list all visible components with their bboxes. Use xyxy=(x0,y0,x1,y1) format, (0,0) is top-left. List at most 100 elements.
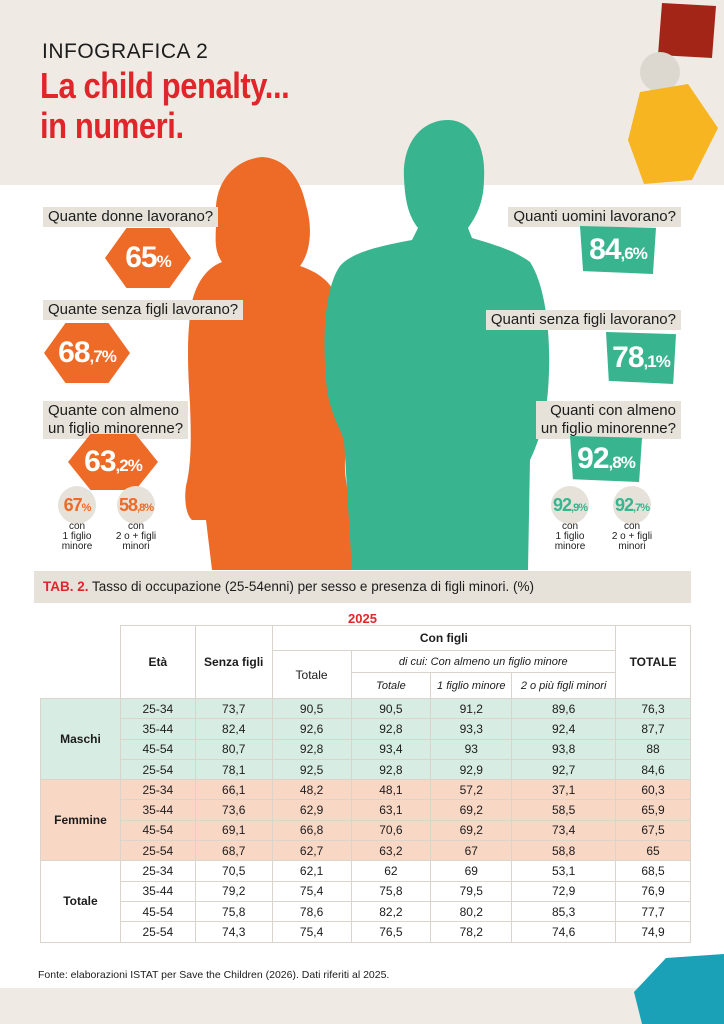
age-cell: 25-54 xyxy=(119,758,196,781)
value-cell: 87,7 xyxy=(615,718,691,740)
value-cell: 93,4 xyxy=(350,738,432,760)
header-totale: TOTALE xyxy=(615,625,691,699)
value-cell: 66,8 xyxy=(271,819,352,842)
table-row: 35-44 82,4 92,6 92,8 93,3 92,4 87,7 xyxy=(41,718,691,740)
value-cell: 72,9 xyxy=(511,880,617,902)
women-two-children-caption: con 2 o + figli minori xyxy=(115,521,157,552)
age-cell: 25-34 xyxy=(119,697,196,720)
value-cell: 74,3 xyxy=(194,921,273,943)
value-cell: 69,1 xyxy=(194,819,273,842)
value-cell: 92,6 xyxy=(271,718,352,740)
men-question-with-minor: Quanti con almeno un figlio minorenne? xyxy=(535,401,681,439)
value-cell: 90,5 xyxy=(350,697,432,720)
page-title: La child penalty... in numeri. xyxy=(40,65,290,146)
value-cell: 62,9 xyxy=(271,799,352,821)
value-cell: 78,2 xyxy=(430,921,513,943)
table-row: 25-54 74,3 75,4 76,5 78,2 74,6 74,9 xyxy=(41,921,691,943)
men-no-children-badge: 78,1% xyxy=(606,332,676,384)
age-cell: 45-54 xyxy=(119,819,196,842)
header-senza-figli: Senza figli xyxy=(194,625,273,699)
value-cell: 70,5 xyxy=(194,860,273,882)
footer-band xyxy=(0,988,724,1024)
value-cell: 68,5 xyxy=(615,860,691,882)
value-cell: 57,2 xyxy=(430,779,513,801)
value-cell: 75,4 xyxy=(271,921,352,943)
value-cell: 80,7 xyxy=(194,738,273,760)
header-di-cui: di cui: Con almeno un figlio minore xyxy=(350,650,617,673)
decorative-shapes xyxy=(628,3,718,184)
kicker: INFOGRAFICA 2 xyxy=(42,40,209,63)
women-with-minor-badge: 63,2% xyxy=(68,434,158,490)
header-eta: Età xyxy=(119,625,196,699)
value-cell: 70,6 xyxy=(350,819,432,842)
value-cell: 93 xyxy=(430,738,513,760)
women-no-children-badge: 68,7% xyxy=(44,323,130,383)
value-cell: 76,5 xyxy=(350,921,432,943)
table-row: 35-44 73,6 62,9 63,1 69,2 58,5 65,9 xyxy=(41,799,691,821)
value-cell: 76,3 xyxy=(615,697,691,720)
header-con-figli-totale: Totale xyxy=(271,650,352,699)
value-cell: 90,5 xyxy=(271,697,352,720)
value-cell: 92,8 xyxy=(350,758,432,781)
age-cell: 35-44 xyxy=(119,880,196,902)
value-cell: 67,5 xyxy=(615,819,691,842)
value-cell: 92,8 xyxy=(271,738,352,760)
value-cell: 92,7 xyxy=(511,758,617,781)
table-body: Maschi 25-34 73,7 90,5 90,5 91,2 89,6 76,3 35-44… xyxy=(40,697,691,943)
group-label: Femmine xyxy=(40,779,121,862)
age-cell: 25-34 xyxy=(119,860,196,882)
value-cell: 74,6 xyxy=(511,921,617,943)
value-cell: 77,7 xyxy=(615,900,691,923)
value-cell: 62,7 xyxy=(271,840,352,862)
value-cell: 63,2 xyxy=(350,840,432,862)
table-row: 45-54 69,1 66,8 70,6 69,2 73,4 67,5 xyxy=(41,819,691,842)
table-row: 35-44 79,2 75,4 75,8 79,5 72,9 76,9 xyxy=(41,880,691,902)
value-cell: 67 xyxy=(430,840,513,862)
value-cell: 89,6 xyxy=(511,697,617,720)
value-cell: 91,2 xyxy=(430,697,513,720)
age-cell: 25-54 xyxy=(119,921,196,943)
value-cell: 79,2 xyxy=(194,880,273,902)
header-sub-totale: Totale xyxy=(350,672,432,699)
value-cell: 58,8 xyxy=(511,840,617,862)
value-cell: 80,2 xyxy=(430,900,513,923)
value-cell: 82,2 xyxy=(350,900,432,923)
age-cell: 25-54 xyxy=(119,840,196,862)
header-con-figli: Con figli xyxy=(271,625,617,651)
women-two-children-circle: 58,8% xyxy=(117,486,155,524)
value-cell: 69 xyxy=(430,860,513,882)
women-question-employed: Quante donne lavorano? xyxy=(43,207,219,227)
value-cell: 78,6 xyxy=(271,900,352,923)
value-cell: 73,7 xyxy=(194,697,273,720)
table-year: 2025 xyxy=(348,611,377,626)
source-note: Fonte: elaborazioni ISTAT per Save the C… xyxy=(38,969,390,981)
men-two-children-caption: con 2 o + figli minori xyxy=(611,521,653,552)
table-row: Totale 25-34 70,5 62,1 62 69 53,1 68,5 xyxy=(40,860,691,943)
value-cell: 48,1 xyxy=(350,779,432,801)
value-cell: 93,8 xyxy=(511,738,617,760)
value-cell: 62,1 xyxy=(271,860,352,882)
value-cell: 58,5 xyxy=(511,799,617,821)
table-row: 25-54 68,7 62,7 63,2 67 58,8 65 xyxy=(41,840,691,862)
value-cell: 88 xyxy=(615,738,691,760)
men-employed-badge: 84,6% xyxy=(580,226,656,274)
value-cell: 79,5 xyxy=(430,880,513,902)
value-cell: 69,2 xyxy=(430,799,513,821)
value-cell: 53,1 xyxy=(511,860,617,882)
value-cell: 60,3 xyxy=(615,779,691,801)
value-cell: 93,3 xyxy=(430,718,513,740)
men-two-children-circle: 92,7% xyxy=(613,486,651,524)
age-cell: 35-44 xyxy=(119,718,196,740)
value-cell: 92,9 xyxy=(430,758,513,781)
employment-table: Età Senza figli Con figli TOTALE Totale … xyxy=(40,625,691,943)
value-cell: 62 xyxy=(350,860,432,882)
header-sub-1-figlio: 1 figlio minore xyxy=(430,672,513,699)
women-employed-badge: 65% xyxy=(105,228,191,288)
value-cell: 74,9 xyxy=(615,921,691,943)
age-cell: 35-44 xyxy=(119,799,196,821)
value-cell: 92,8 xyxy=(350,718,432,740)
men-one-child-caption: con 1 figlio minore xyxy=(554,521,586,552)
value-cell: 37,1 xyxy=(511,779,617,801)
value-cell: 82,4 xyxy=(194,718,273,740)
women-one-child-circle: 67% xyxy=(58,486,96,524)
